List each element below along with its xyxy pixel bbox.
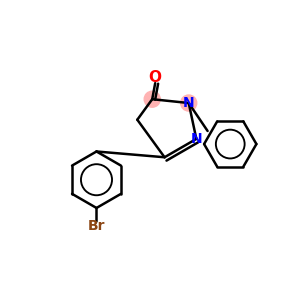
Circle shape	[181, 95, 197, 111]
Text: O: O	[149, 70, 162, 85]
Text: N: N	[190, 132, 202, 146]
Text: N: N	[183, 96, 194, 110]
Circle shape	[144, 91, 160, 107]
Text: Br: Br	[88, 219, 105, 233]
